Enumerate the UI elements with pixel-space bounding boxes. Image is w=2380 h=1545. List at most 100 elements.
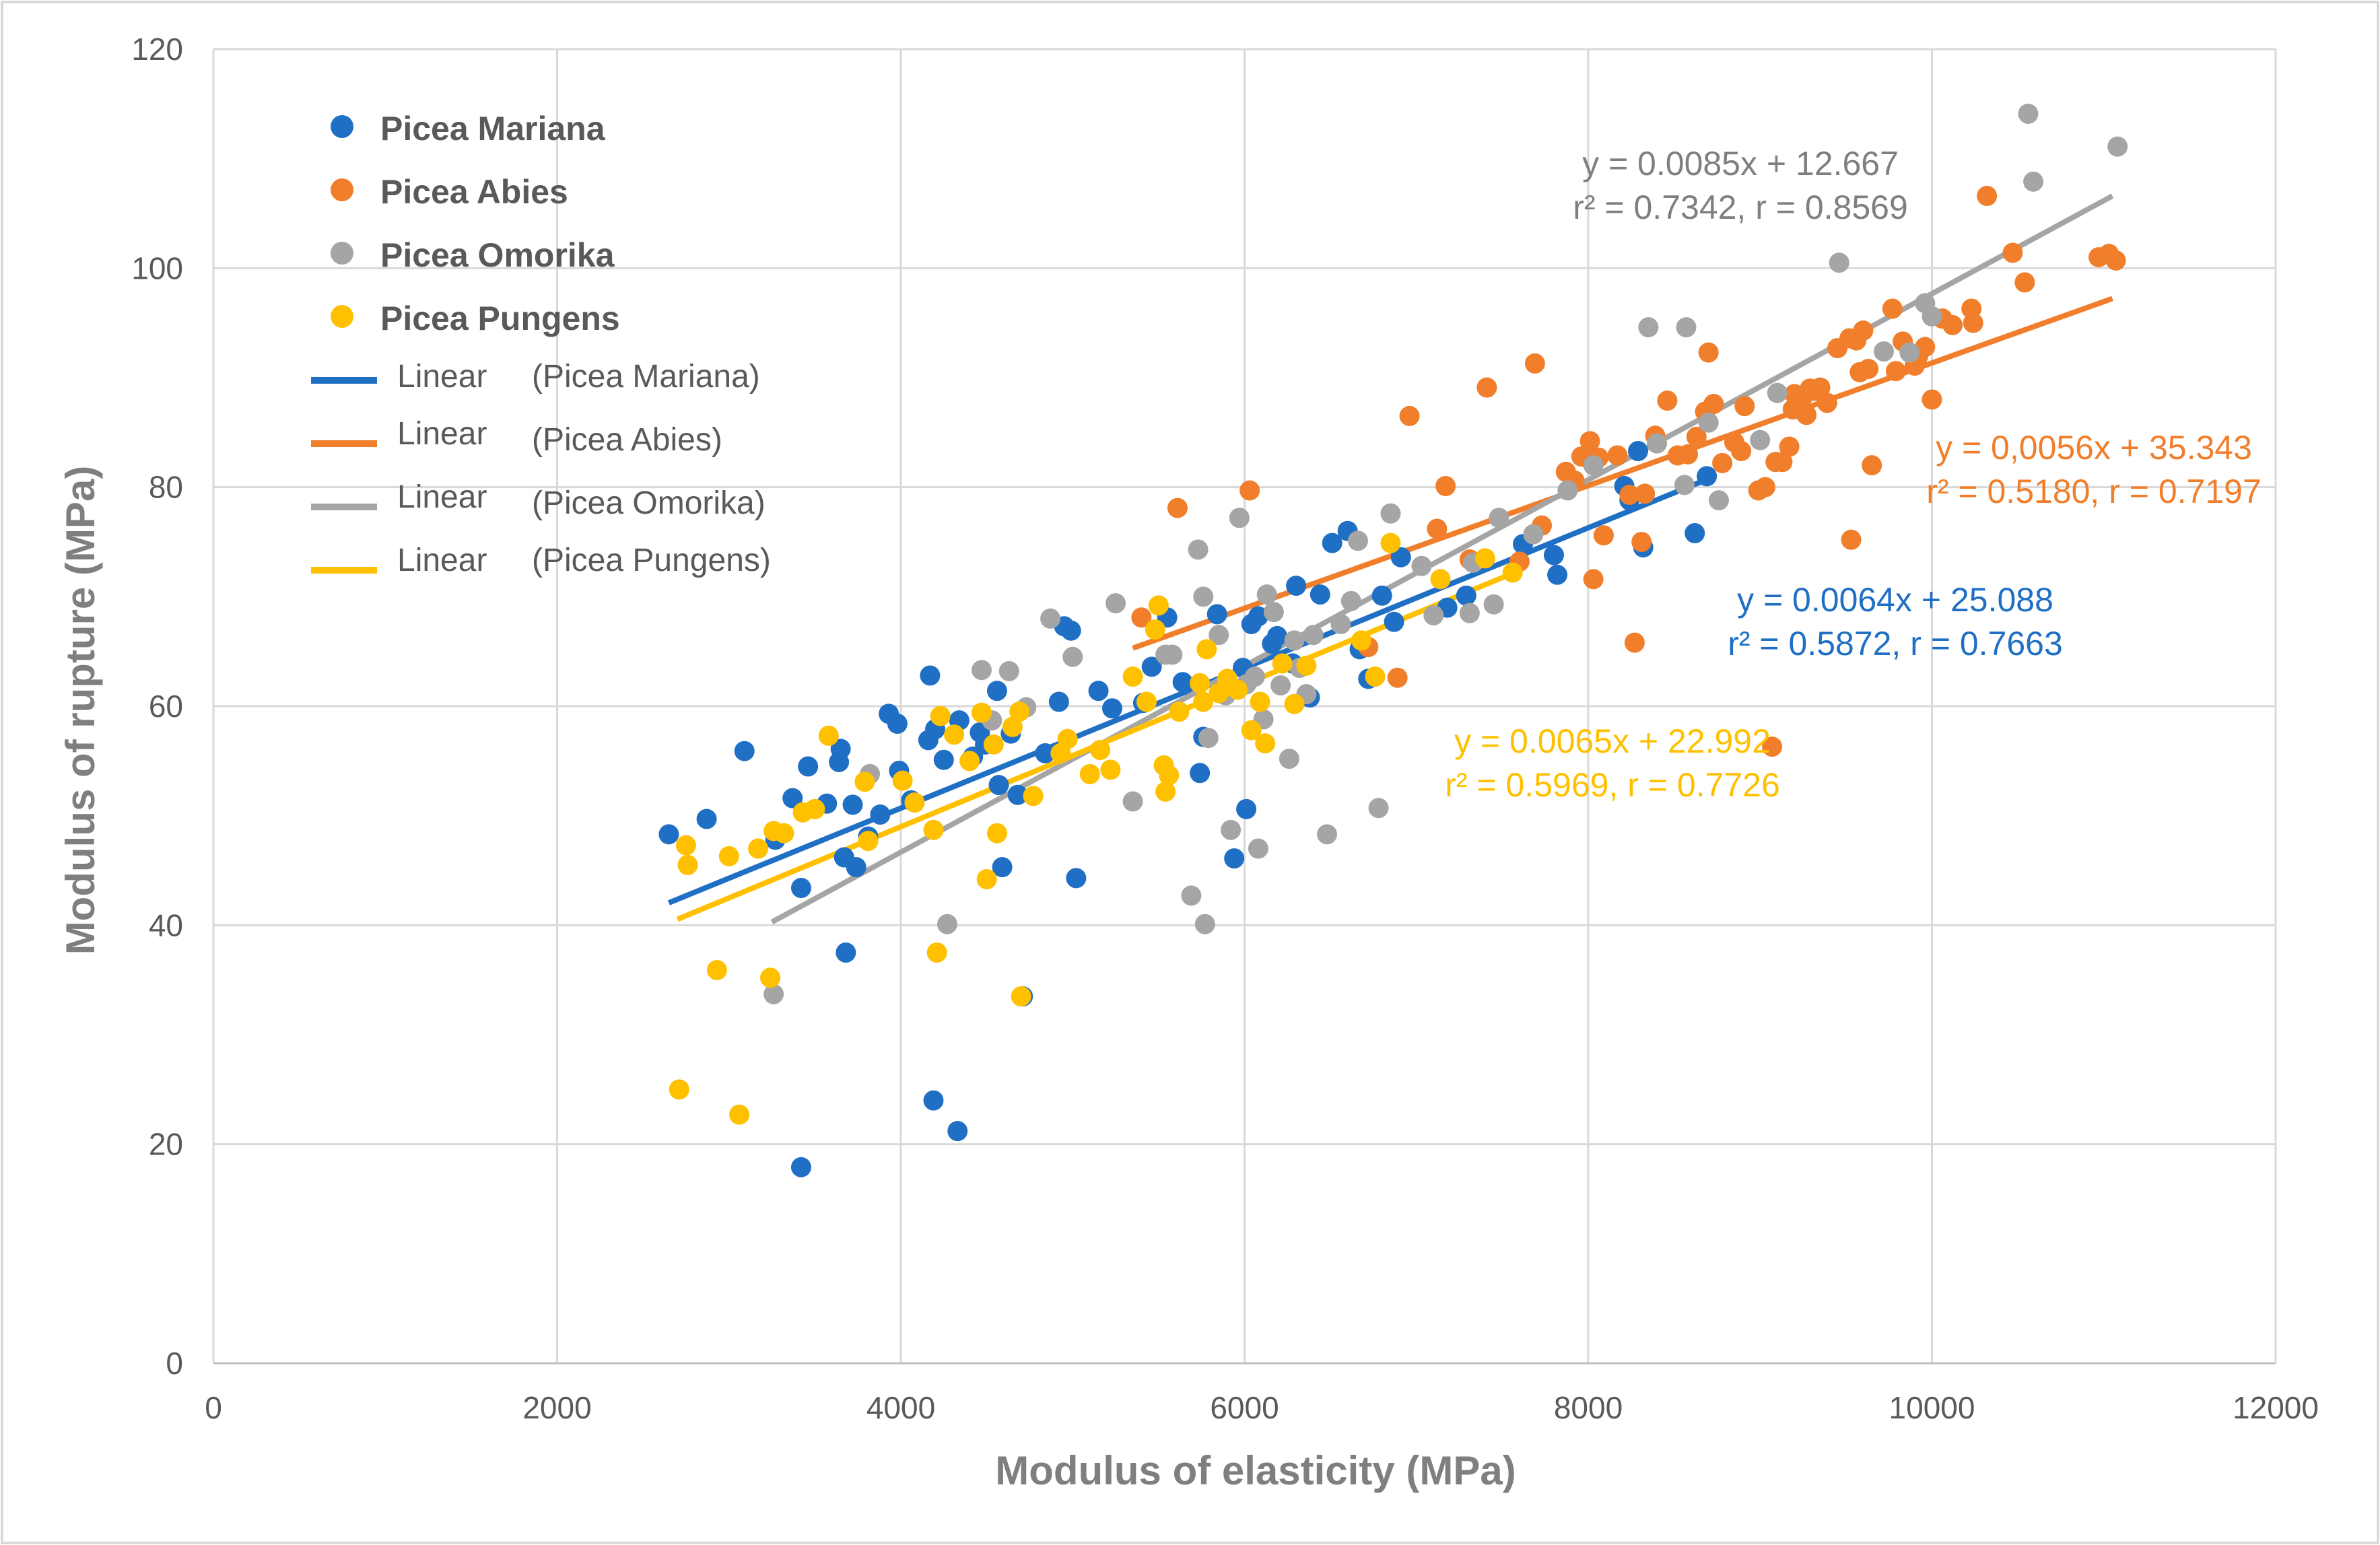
point-picea-pungens [1122,666,1143,687]
r-values-picea-omorika: r² = 0.7342, r = 0.8569 [1573,188,1908,226]
point-picea-abies [1772,452,1793,473]
point-picea-pungens [1002,716,1023,737]
point-picea-abies [1476,377,1497,398]
point-picea-omorika [1162,644,1183,665]
point-picea-abies [1435,476,1456,497]
point-picea-mariana [1066,868,1087,889]
point-picea-omorika [1459,603,1480,623]
point-picea-pungens [1057,728,1078,749]
point-picea-abies [1734,396,1755,417]
y-tick-label: 80 [149,470,183,505]
point-picea-abies [1524,353,1545,374]
point-picea-pungens [1159,765,1180,786]
point-picea-pungens [675,835,696,856]
equation-picea-pungens: y = 0.0065x + 22.992 [1454,722,1771,760]
point-picea-omorika [1303,625,1324,646]
legend: Picea Mariana Picea Abies Picea Omorika … [311,110,771,578]
point-picea-pungens [706,960,727,981]
legend-trend-name-picea-pungens: (Picea Pungens) [532,543,771,578]
point-picea-abies [1167,497,1188,518]
equation-picea-abies: y = 0,0056x + 35.343 [1936,429,2252,467]
point-picea-omorika [1221,819,1242,840]
point-picea-mariana [1172,672,1193,693]
point-picea-pungens [1250,691,1270,712]
point-picea-omorika [1423,605,1444,625]
point-picea-pungens [1474,548,1495,569]
point-picea-mariana [1547,564,1568,585]
point-picea-mariana [1543,545,1564,565]
point-picea-abies [2002,242,2023,263]
point-picea-abies [1963,312,1983,333]
point-picea-pungens [729,1104,750,1125]
point-picea-abies [1624,632,1645,653]
point-picea-mariana [1236,798,1257,819]
data-points [658,103,2128,1177]
point-picea-abies [1583,569,1604,590]
point-picea-mariana [836,942,856,963]
point-picea-pungens [983,734,1004,755]
point-picea-omorika [1638,317,1659,338]
point-picea-pungens [1145,619,1165,640]
point-picea-omorika [2107,136,2128,157]
point-picea-pungens [1136,691,1157,712]
legend-marker-picea-mariana [331,115,353,138]
point-picea-mariana [798,756,819,777]
point-picea-mariana [658,824,679,845]
point-picea-mariana [846,857,866,878]
point-picea-pungens [854,771,875,792]
point-picea-pungens [1148,595,1169,616]
y-tick-label: 120 [131,32,183,67]
x-tick-label: 2000 [522,1390,591,1425]
point-picea-pungens [930,706,951,726]
point-picea-abies [1862,455,1882,476]
legend-trend-name-picea-mariana: (Picea Mariana) [532,359,760,394]
point-picea-omorika [1062,646,1083,667]
point-picea-pungens [805,798,825,819]
point-picea-omorika [1483,594,1504,615]
point-picea-omorika [1122,791,1143,812]
point-picea-omorika [1347,530,1368,551]
point-picea-omorika [937,914,957,934]
r-values-picea-mariana: r² = 0.5872, r = 0.7663 [1728,625,2063,662]
point-picea-mariana [923,1090,944,1111]
point-picea-pungens [923,819,944,840]
point-picea-omorika [1188,539,1209,560]
r-values-picea-pungens: r² = 0.5969, r = 0.7726 [1445,766,1780,804]
point-picea-abies [1922,389,1942,410]
equation-picea-omorika: y = 0.0085x + 12.667 [1582,145,1899,182]
point-picea-pungens [1351,630,1372,651]
point-picea-omorika [1489,508,1509,528]
point-picea-pungens [1272,653,1293,674]
point-picea-mariana [734,741,755,761]
point-picea-pungens [1241,720,1262,741]
trendline-picea-mariana [667,476,1710,905]
point-picea-abies [2014,272,2035,293]
x-tick-label: 4000 [866,1390,935,1425]
point-picea-mariana [696,809,717,829]
point-picea-omorika [1270,675,1291,696]
point-picea-mariana [1007,784,1028,805]
point-picea-omorika [1244,666,1265,687]
point-picea-pungens [1079,763,1100,784]
point-picea-omorika [1557,480,1578,501]
legend-trend-label-picea-omorika: Linear [397,479,487,515]
point-picea-abies [1703,394,1724,415]
point-picea-omorika [1899,342,1920,363]
point-picea-abies [1239,480,1260,501]
point-picea-abies [1885,361,1906,382]
point-picea-omorika [1340,590,1361,611]
point-picea-mariana [1248,606,1268,627]
point-picea-mariana [920,665,941,686]
point-picea-omorika [1279,749,1299,769]
point-picea-omorika [1263,602,1284,623]
point-picea-mariana [790,1157,811,1177]
point-picea-pungens [677,854,698,875]
x-tick-label: 8000 [1554,1390,1623,1425]
point-picea-mariana [1685,522,1705,543]
point-picea-mariana [1035,743,1056,763]
point-picea-pungens [1100,759,1121,780]
point-picea-abies [1841,529,1862,550]
point-picea-abies [1915,337,1936,357]
point-picea-pungens [858,831,879,852]
legend-marker-picea-abies [331,178,353,201]
